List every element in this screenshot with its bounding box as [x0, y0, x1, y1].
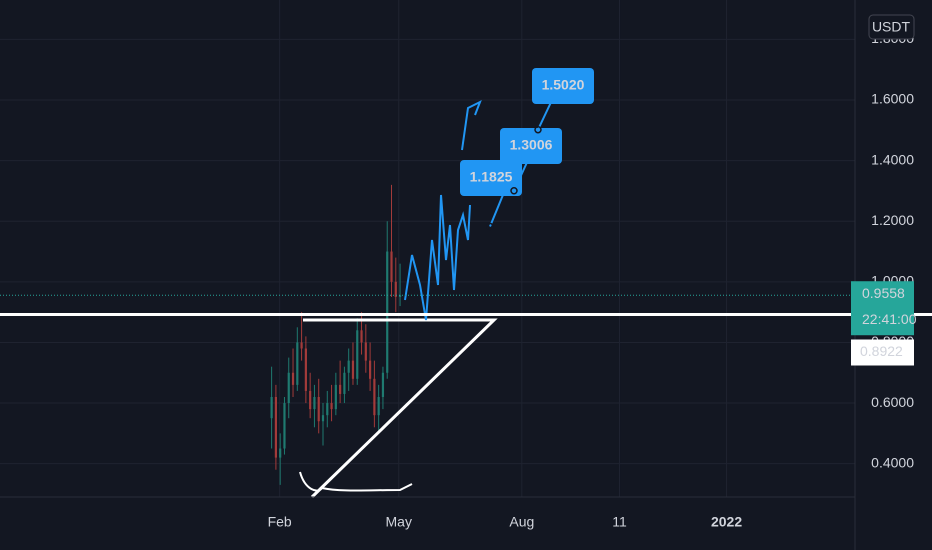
x-tick-label: 2022 [711, 514, 742, 530]
y-tick-label: 1.6000 [871, 91, 914, 107]
level-label: 0.8922 [860, 343, 903, 359]
target-box [532, 68, 594, 104]
candle-body [326, 403, 329, 416]
x-tick-label: May [386, 514, 412, 530]
y-tick-label: 0.6000 [871, 394, 914, 410]
y-tick-label: 1.4000 [871, 151, 914, 167]
candle-body [398, 295, 402, 297]
candle-body [330, 403, 333, 410]
candle-body [287, 372, 290, 404]
candle-body [390, 251, 393, 282]
candle-body [343, 372, 346, 394]
candle-body [283, 403, 286, 449]
volume-curve [299, 471, 413, 492]
projection-arrow [461, 99, 482, 151]
candle-body [364, 342, 367, 361]
candle-body [381, 372, 385, 397]
target-pointer [489, 189, 506, 227]
level-badge [851, 339, 914, 366]
grid [0, 0, 855, 497]
candle-body [317, 396, 320, 422]
target-box [500, 128, 562, 164]
candle-body [368, 360, 372, 379]
triangle-drawing [303, 318, 498, 499]
countdown-label: 22:41:00 [862, 311, 917, 327]
currency: USDT [872, 19, 911, 35]
candle-body [309, 390, 312, 410]
candle-body [270, 396, 273, 419]
target-point [510, 186, 518, 195]
candle-body [334, 384, 337, 410]
candle-body [339, 384, 342, 394]
price-label: 0.9558 [862, 285, 905, 301]
candle-body [279, 448, 282, 458]
x-tick-label: Feb [268, 514, 292, 530]
target-label: 1.1825 [470, 169, 513, 185]
candle-body [347, 360, 350, 373]
x-tick-label: Aug [509, 514, 534, 530]
target-box [460, 160, 522, 196]
target-label: 1.5020 [542, 77, 585, 93]
price-badge [851, 281, 914, 336]
candle-body [321, 415, 325, 422]
candle-body [313, 396, 316, 410]
candle-body [386, 251, 389, 373]
x-tick-label: 11 [612, 514, 627, 530]
candle-body [373, 378, 376, 416]
candle-body [304, 348, 307, 391]
target-point [534, 125, 542, 134]
candle-body [291, 372, 295, 385]
y-tick-label: 0.4000 [871, 454, 914, 470]
candle-body [360, 330, 363, 343]
candle-body [356, 330, 359, 379]
projection-zigzag [404, 194, 471, 321]
candle-body [394, 281, 397, 297]
drawings: 1.1825 1.3006 1.5020 [0, 68, 932, 499]
candle-body [377, 396, 380, 416]
candle-body [300, 342, 303, 349]
candles [270, 184, 402, 485]
candle-body [296, 342, 299, 385]
candle-body [274, 396, 278, 458]
target-label: 1.3006 [510, 137, 553, 153]
candle-body [351, 360, 355, 379]
y-tick-label: 1.2000 [871, 212, 914, 228]
target-point [486, 222, 494, 231]
currency-badge[interactable] [868, 14, 915, 40]
